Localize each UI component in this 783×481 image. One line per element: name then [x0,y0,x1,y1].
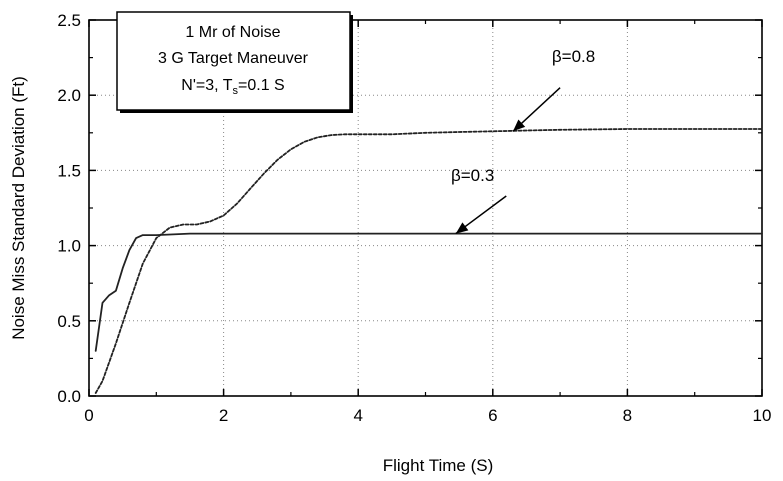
y-tick-label: 2.5 [57,11,81,30]
legend-box: 1 Mr of Noise 3 G Target Maneuver N'=3, … [116,11,353,113]
legend-line-3-prefix: N'=3, T [181,77,232,94]
x-tick-label: 0 [84,406,93,425]
x-tick-label: 6 [488,406,497,425]
legend-box-shadow-bottom [120,110,353,113]
axis-tick-labels: 0 2 4 6 8 10 0.0 0.5 1.0 1.5 2.0 2.5 [57,11,771,425]
legend-line-3-sub: s [233,85,239,97]
annotation-arrow-head [455,222,469,234]
series-group [94,128,763,394]
x-tick-label: 2 [219,406,228,425]
y-axis-label: Noise Miss Standard Deviation (Ft) [9,76,28,340]
legend-line-1: 1 Mr of Noise [185,24,280,41]
series-line-beta-0-8 [94,128,763,394]
series-line-beta-0-3 [94,232,763,352]
x-tick-label: 4 [353,406,362,425]
legend-line-3-suffix: =0.1 S [238,77,285,94]
y-tick-label: 2.0 [57,86,81,105]
axis-ticks [88,19,763,397]
annotation-arrow-head [512,119,526,132]
annotations: β=0.8 β=0.3 [451,47,595,235]
x-axis-label: Flight Time (S) [383,456,494,475]
legend-line-2: 3 G Target Maneuver [158,50,309,67]
y-tick-label: 1.0 [57,237,81,256]
x-tick-label: 8 [623,406,632,425]
y-tick-label: 0.5 [57,312,81,331]
y-tick-label: 1.5 [57,161,81,180]
y-tick-label: 0.0 [57,387,81,406]
annotation-label: β=0.3 [451,166,494,185]
legend-box-shadow-right [350,15,353,113]
annotation-label: β=0.8 [552,47,595,66]
x-tick-label: 10 [753,406,772,425]
legend-line-3: N'=3, Ts=0.1 S [181,77,284,97]
